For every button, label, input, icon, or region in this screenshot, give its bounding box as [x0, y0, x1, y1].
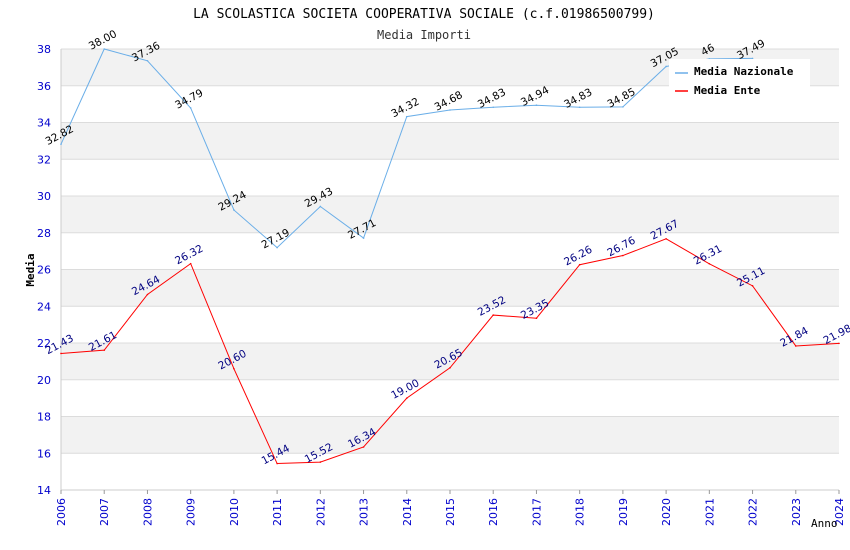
data-point	[578, 263, 581, 266]
y-tick-label: 30	[37, 190, 51, 203]
data-point	[276, 246, 278, 249]
y-tick-label: 22	[37, 337, 51, 350]
legend-label-media-ente: Media Ente	[694, 84, 761, 97]
data-point	[578, 106, 581, 109]
data-point	[751, 285, 754, 287]
data-point	[405, 397, 408, 399]
y-tick-label: 38	[37, 43, 51, 56]
x-tick-label: 2013	[358, 498, 371, 526]
grid-band	[61, 196, 839, 233]
data-point	[233, 367, 235, 370]
x-tick-label: 2011	[271, 498, 284, 526]
data-point	[708, 263, 711, 265]
x-tick-label: 2008	[141, 498, 154, 526]
x-tick-label: 2023	[790, 498, 803, 526]
data-point	[60, 143, 62, 145]
legend-label-media-nazionale: Media Nazionale	[694, 65, 794, 78]
data-point	[535, 104, 538, 107]
series-lines	[60, 48, 840, 465]
y-tick-label: 14	[37, 484, 51, 497]
y-tick-label: 34	[37, 117, 51, 130]
y-tick-label: 24	[37, 300, 51, 313]
data-point	[276, 462, 278, 465]
data-point	[362, 237, 365, 239]
data-point	[233, 209, 235, 211]
x-tick-label: 2009	[185, 498, 198, 526]
y-tick-label: 32	[37, 153, 51, 166]
data-point	[189, 262, 192, 265]
legend-box	[669, 59, 810, 101]
grid-bands	[60, 48, 839, 491]
y-axis: 14 16 18 20 22 24 26 28 30 32 34 36 38	[37, 43, 51, 497]
x-tick-label: 2006	[55, 498, 68, 526]
data-point	[319, 461, 322, 463]
data-point	[146, 59, 149, 62]
x-tick-label: 2007	[98, 498, 111, 526]
x-tick-label: 2015	[444, 498, 457, 526]
y-tick-label: 18	[37, 411, 51, 424]
grid-band	[61, 416, 839, 454]
x-tick-label: 2019	[617, 498, 630, 526]
x-tick-label: 2017	[530, 498, 543, 526]
data-point	[492, 314, 495, 316]
data-point	[838, 342, 840, 345]
grid-band	[61, 453, 839, 490]
data-point	[622, 254, 624, 257]
data-label: 46	[699, 42, 717, 59]
y-tick-label: 28	[37, 227, 51, 240]
data-point	[189, 107, 192, 109]
y-tick-label: 26	[37, 264, 51, 277]
x-tick-label: 2016	[487, 498, 500, 526]
y-tick-label: 20	[37, 374, 51, 387]
y-axis-label: Media	[24, 253, 37, 286]
data-point	[492, 106, 495, 109]
data-point	[622, 106, 624, 108]
x-tick-label: 2021	[703, 498, 716, 526]
data-point	[60, 352, 62, 355]
grid-band	[61, 159, 839, 196]
x-axis: 2006 2007 2008 2009 2010 2011 2012 2013 2014 2015…	[55, 490, 846, 526]
grid-band	[61, 122, 839, 160]
data-point	[751, 57, 754, 60]
grid-band	[61, 343, 839, 380]
x-tick-label: 2024	[833, 498, 846, 526]
legend: Media Nazionale Media Ente	[669, 59, 810, 101]
data-point	[665, 65, 667, 68]
x-tick-label: 2018	[574, 498, 587, 526]
data-point	[362, 446, 365, 448]
data-point	[146, 293, 149, 296]
data-point	[665, 238, 667, 240]
data-point	[449, 367, 451, 369]
x-tick-label: 2014	[401, 498, 414, 526]
y-tick-label: 36	[37, 80, 51, 93]
chart-subtitle: Media Importi	[377, 28, 471, 42]
y-tick-label: 16	[37, 447, 51, 460]
data-point	[319, 205, 322, 208]
data-point	[794, 345, 797, 347]
x-tick-label: 2022	[747, 498, 760, 526]
grid-band	[61, 306, 839, 343]
x-tick-label: 2020	[660, 498, 673, 526]
data-point	[535, 317, 538, 319]
data-point	[405, 115, 408, 118]
grid-band	[61, 269, 839, 307]
x-tick-label: 2012	[314, 498, 327, 526]
data-point	[449, 109, 451, 111]
grid-band	[61, 379, 839, 417]
chart-title: LA SCOLASTICA SOCIETA COOPERATIVA SOCIAL…	[193, 7, 655, 22]
data-point	[103, 48, 106, 50]
x-tick-label: 2010	[228, 498, 241, 526]
x-axis-label: Anno	[811, 517, 838, 530]
data-point	[103, 349, 106, 351]
